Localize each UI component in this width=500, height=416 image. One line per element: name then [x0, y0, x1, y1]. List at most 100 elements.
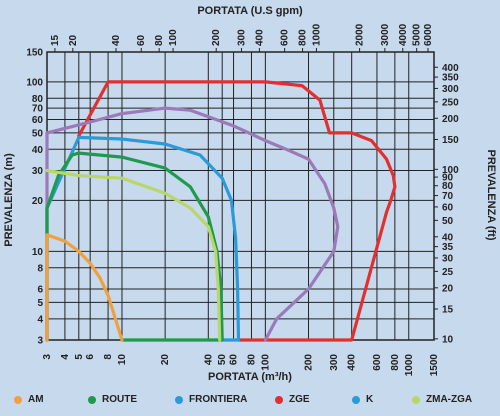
- legend-dot: [88, 395, 96, 404]
- x-tick-label: 400: [347, 354, 358, 371]
- top-tick-label: 15: [50, 34, 61, 46]
- top-tick-label: 300: [236, 29, 247, 46]
- top-tick-label: 80: [154, 34, 165, 46]
- y-tick-label: 3: [37, 336, 43, 347]
- x-tick-label: 80: [246, 354, 257, 366]
- curve-frontiera: [45, 135, 241, 342]
- x-tick-label: 300: [329, 354, 340, 371]
- right-tick-label: 300: [442, 84, 459, 95]
- top-tick-label: 800: [298, 29, 309, 46]
- x-tick-label: 20: [160, 354, 171, 366]
- curve-am: [45, 233, 124, 342]
- legend-item-am: AM: [14, 394, 44, 405]
- right-tick-label: 35: [442, 242, 454, 253]
- x-tick-label: 60: [229, 354, 240, 366]
- top-tick-label: 2000: [355, 23, 366, 46]
- top-tick-label: 60: [136, 34, 147, 46]
- x-tick-label: 800: [390, 354, 401, 371]
- legend-label: AM: [28, 394, 44, 405]
- x-tick-label: 600: [372, 354, 383, 371]
- x-tick-label: 3: [42, 354, 53, 360]
- legend-item-zma-zga: ZMA-ZGA: [412, 394, 472, 405]
- legend-label: ZMA-ZGA: [426, 394, 473, 405]
- y-tick-label: 4: [37, 314, 43, 325]
- right-tick-label: 60: [442, 202, 454, 213]
- right-tick-label: 200: [442, 114, 459, 125]
- curve-route: [45, 151, 224, 342]
- y-tick-label: 8: [37, 263, 43, 274]
- x-axis-title: PORTATA (m³/h): [208, 371, 292, 383]
- legend: AM ROUTE FRONTIERA ZGE K ZMA-ZGA: [0, 386, 500, 416]
- y-tick-label: 10: [32, 247, 44, 258]
- curves: [45, 80, 397, 342]
- x-tick-label: 4: [60, 354, 71, 360]
- x-tick-label: 200: [304, 354, 315, 371]
- legend-label: FRONTIERA: [189, 394, 248, 405]
- x-tick-label: 100: [260, 354, 271, 371]
- top-axis-title: PORTATA (U.S gpm): [197, 5, 303, 17]
- y-tick-label: 60: [32, 115, 44, 126]
- right-tick-label: 10: [442, 334, 454, 345]
- legend-dot: [175, 395, 183, 404]
- legend-dot: [352, 395, 360, 404]
- x-tick-label: 40: [203, 354, 214, 366]
- top-tick-label: 100: [168, 29, 179, 46]
- top-tick-label: 600: [280, 29, 291, 46]
- y-tick-label: 6: [37, 284, 43, 295]
- legend-item-frontiera: FRONTIERA: [175, 394, 247, 405]
- right-tick-label: 40: [442, 232, 454, 243]
- performance-chart: 3 4 5 6 8 10 20 40 50 60 80 100 200 300 400 600 800 1000 1…: [3, 5, 497, 383]
- legend-label: ZGE: [289, 394, 310, 405]
- top-tick-label: 200: [211, 29, 222, 46]
- x-tick-label: 8: [103, 354, 114, 360]
- top-tick-label: 400: [254, 29, 265, 46]
- top-tick-label: 1000: [311, 23, 322, 46]
- top-tick-label: 4000: [398, 23, 409, 46]
- x-tick-label: 6: [85, 354, 96, 360]
- right-tick-label: 25: [442, 267, 454, 278]
- y-tick-label: 5: [37, 298, 43, 309]
- grid: [46, 51, 435, 341]
- x-tick-label: 50: [217, 354, 228, 366]
- right-tick-label: 20: [442, 283, 454, 294]
- legend-label: K: [366, 394, 374, 405]
- y-tick-label: 30: [32, 166, 44, 177]
- legend-item-zge: ZGE: [275, 394, 310, 405]
- y-tick-label: 150: [26, 48, 43, 59]
- curve-k: [45, 106, 340, 342]
- curve-zma-zga: [45, 168, 222, 342]
- curve-zge: [77, 80, 397, 342]
- ticks: 3 4 5 6 8 10 20 40 50 60 80 100 200 300 400 600 800 1000 1…: [26, 23, 459, 376]
- y-tick-label: 100: [26, 77, 43, 88]
- legend-item-k: K: [352, 394, 373, 405]
- y-tick-label: 40: [32, 145, 44, 156]
- top-tick-label: 5000: [412, 23, 423, 46]
- x-tick-label: 5: [74, 354, 85, 360]
- right-tick-label: 70: [442, 191, 454, 202]
- right-tick-label: 150: [442, 135, 459, 146]
- legend-item-route: ROUTE: [88, 394, 137, 405]
- y-tick-label: 20: [32, 196, 44, 207]
- right-tick-label: 80: [442, 181, 454, 192]
- right-tick-label: 250: [442, 97, 459, 108]
- legend-dot: [412, 395, 420, 404]
- legend-dot: [275, 395, 283, 404]
- x-tick-label: 10: [117, 354, 128, 366]
- top-tick-label: 3000: [380, 23, 391, 46]
- plot-background: [46, 51, 435, 341]
- top-tick-label: 40: [111, 34, 122, 46]
- legend-label: ROUTE: [102, 394, 137, 405]
- legend-dot: [14, 395, 22, 404]
- top-tick-label: 6000: [423, 23, 434, 46]
- top-tick-label: 20: [68, 34, 79, 46]
- right-tick-label: 15: [442, 304, 454, 315]
- y-tick-label: 50: [32, 128, 44, 139]
- y-tick-label: 70: [32, 104, 44, 115]
- y-tick-label: 80: [32, 94, 44, 105]
- y-axis-title-right: PREVALENZA (ft): [485, 149, 497, 240]
- y-axis-title-left: PREVALENZA (m): [3, 153, 15, 247]
- x-tick-label: 1000: [404, 354, 415, 377]
- right-tick-label: 50: [442, 216, 454, 227]
- right-tick-label: 100: [442, 165, 459, 176]
- right-tick-label: 90: [442, 173, 454, 184]
